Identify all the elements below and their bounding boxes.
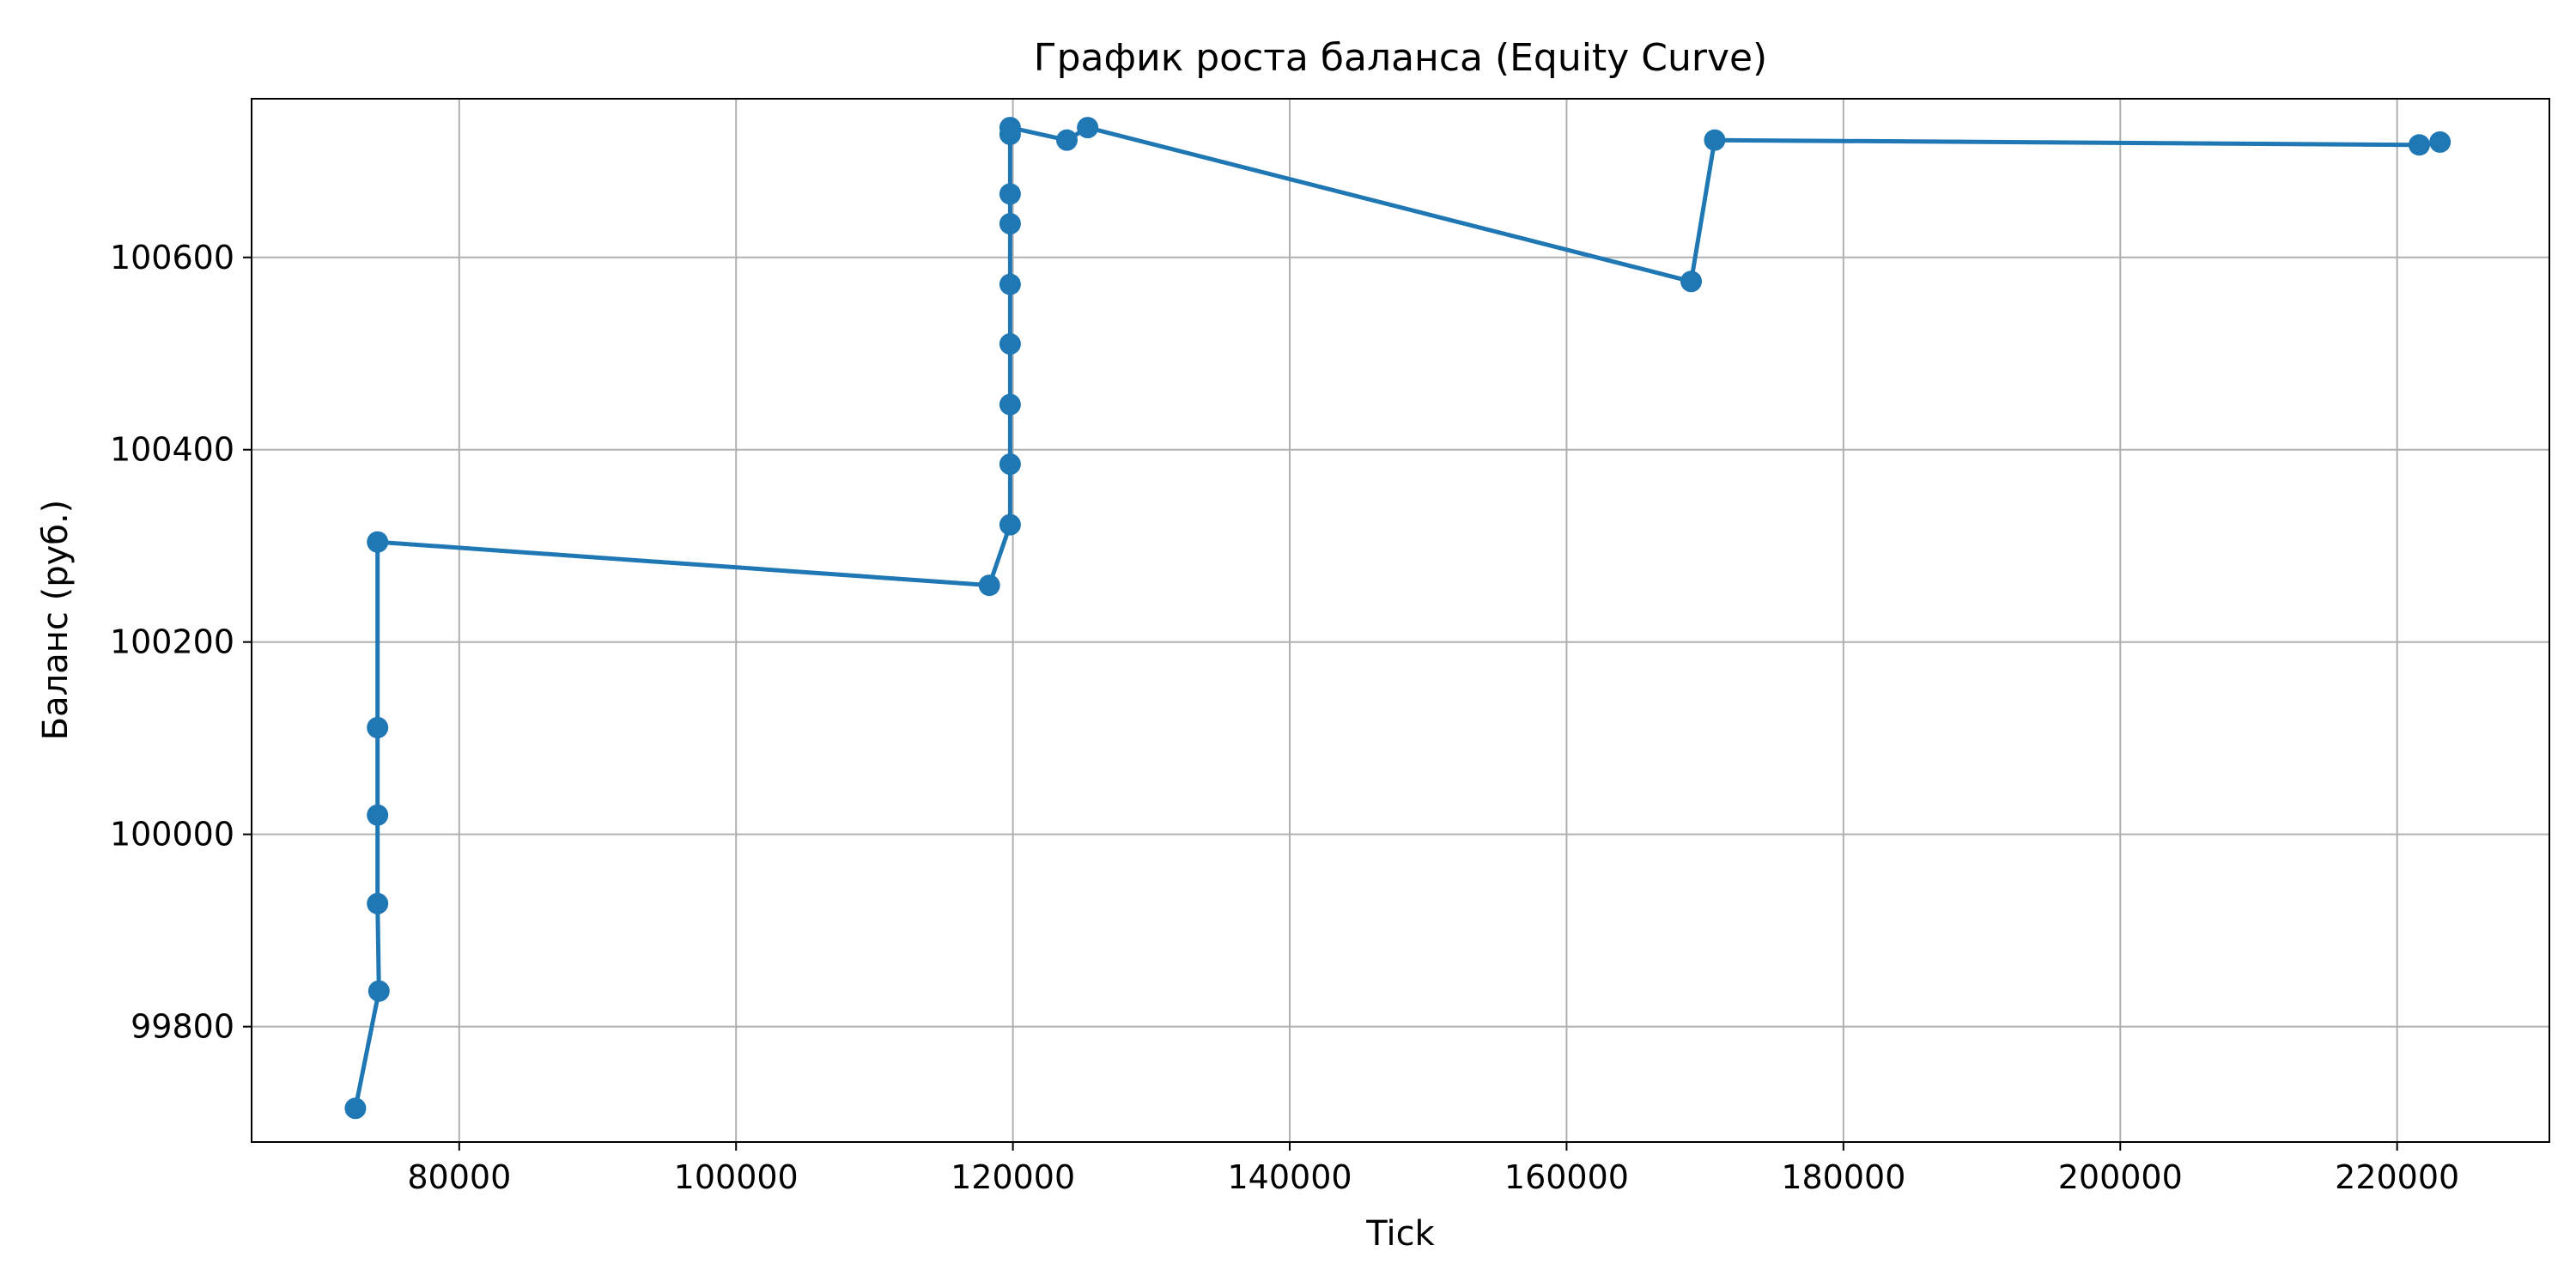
x-tick-label: 140000 [1228, 1158, 1352, 1196]
data-point [368, 980, 390, 1002]
data-point [344, 1097, 367, 1120]
y-axis-label: Баланс (руб.) [36, 500, 76, 741]
grid [252, 99, 2549, 1142]
x-tick-label: 200000 [2058, 1158, 2183, 1196]
data-point [999, 453, 1021, 476]
x-tick-label: 220000 [2335, 1158, 2459, 1196]
data-point [999, 333, 1021, 355]
x-axis-label: Tick [1365, 1214, 1435, 1254]
series-line [353, 125, 2440, 1109]
data-point [367, 531, 389, 553]
y-tick-label: 100000 [110, 816, 234, 854]
data-point [1077, 117, 1099, 139]
data-point [2429, 131, 2451, 153]
x-tick-label: 160000 [1504, 1158, 1629, 1196]
data-point [367, 892, 389, 914]
x-tick-label: 80000 [407, 1158, 511, 1196]
data-point [999, 213, 1021, 235]
plot-frame [251, 98, 2550, 1143]
y-tick-label: 100600 [110, 239, 234, 276]
chart-title: График роста баланса (Equity Curve) [1034, 36, 1767, 80]
axis-ticks: 80000 100000 120000 140000 160000 180000 20000… [110, 239, 2459, 1196]
data-point [999, 273, 1021, 295]
y-tick-label: 100200 [110, 623, 234, 661]
data-point [1680, 270, 1703, 293]
x-tick-label: 180000 [1781, 1158, 1905, 1196]
y-tick-label: 100400 [110, 431, 234, 469]
x-tick-label: 100000 [674, 1158, 799, 1196]
data-point [2408, 134, 2430, 156]
data-point [1704, 129, 1726, 151]
y-tick-label: 99800 [131, 1008, 234, 1046]
data-point [999, 513, 1021, 536]
data-point [978, 574, 1000, 597]
x-tick-label: 120000 [951, 1158, 1075, 1196]
data-point [999, 393, 1021, 416]
data-point [1055, 129, 1078, 151]
data-point [367, 804, 389, 826]
data-point [367, 716, 389, 738]
data-point [999, 183, 1021, 205]
data-point [999, 117, 1021, 139]
series-equity [344, 117, 2451, 1120]
